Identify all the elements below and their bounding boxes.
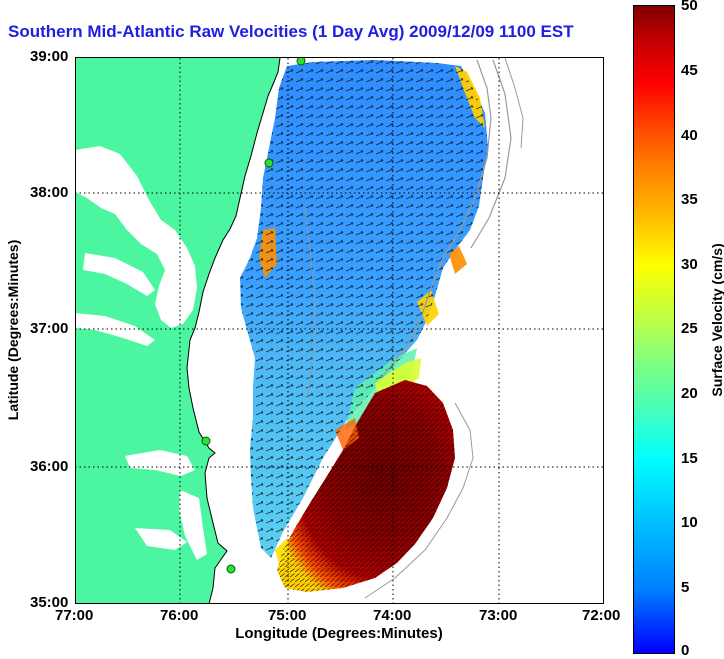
- radar-station-marker: [226, 564, 236, 574]
- colorbar-tick: 15: [681, 450, 698, 467]
- y-tick-label: 37:00: [30, 320, 69, 337]
- x-tick-label: 72:00: [582, 607, 621, 624]
- bathymetry-contour: [380, 59, 492, 379]
- colorbar-tick: 5: [681, 579, 690, 596]
- x-axis-label: Longitude (Degrees:Minutes): [235, 625, 443, 642]
- colorbar-tick: 10: [681, 514, 698, 531]
- x-tick-label: 77:00: [55, 607, 94, 624]
- y-tick-label: 35:00: [30, 594, 69, 611]
- y-tick-label: 36:00: [30, 458, 69, 475]
- x-tick-label: 74:00: [373, 607, 412, 624]
- velocity-map: [75, 58, 603, 604]
- map-plot-area: [75, 57, 604, 604]
- colorbar-tick: 50: [681, 0, 698, 14]
- colorbar-tick: 35: [681, 191, 698, 208]
- y-axis-line: [75, 57, 76, 604]
- colorbar-tick: 30: [681, 256, 698, 273]
- colorbar-tick: 45: [681, 62, 698, 79]
- chart-title: Southern Mid-Atlantic Raw Velocities (1 …: [8, 22, 574, 41]
- radar-station-marker: [201, 436, 211, 446]
- colorbar-tick: 25: [681, 320, 698, 337]
- colorbar: [633, 5, 675, 654]
- x-tick-label: 76:00: [160, 607, 199, 624]
- y-tick-label: 38:00: [30, 184, 69, 201]
- radar-station-marker: [296, 58, 306, 66]
- colorbar-tick: 0: [681, 642, 690, 659]
- y-tick-label: 39:00: [30, 48, 69, 65]
- colorbar-tick: 20: [681, 385, 698, 402]
- y-axis-label: Latitude (Degrees:Minutes): [5, 239, 21, 421]
- x-tick-label: 73:00: [479, 607, 518, 624]
- x-axis-line: [75, 603, 603, 604]
- x-tick-label: 75:00: [268, 607, 307, 624]
- colorbar-tick: 40: [681, 127, 698, 144]
- colorbar-label: Surface Velocity (cm/s): [709, 243, 724, 397]
- chesapeake-bay: [75, 146, 197, 328]
- radar-station-marker: [264, 158, 274, 168]
